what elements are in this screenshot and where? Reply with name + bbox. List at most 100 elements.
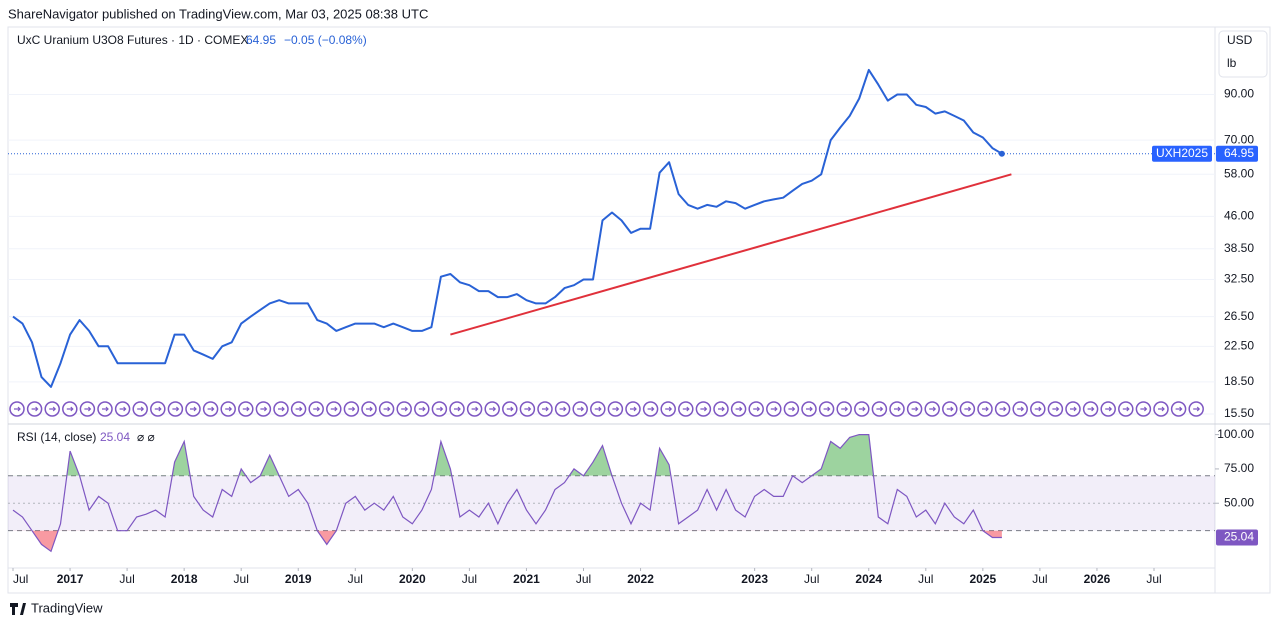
x-tick-label: Jul xyxy=(234,572,249,586)
event-arrow xyxy=(1158,406,1165,412)
last-point xyxy=(998,150,1005,157)
y-tick-label: 32.50 xyxy=(1224,272,1254,286)
x-tick-label: 2019 xyxy=(285,572,312,586)
symbol-title: UxC Uranium U3O8 Futures · 1D · COMEX xyxy=(17,33,248,47)
rsi-tag: 25.04 xyxy=(1224,530,1254,544)
event-arrow xyxy=(506,406,514,412)
y-tick-label: 58.00 xyxy=(1224,166,1254,180)
price-change: −0.05 (−0.08%) xyxy=(284,33,367,47)
x-tick-label: 2018 xyxy=(171,572,198,586)
x-tick-label: Jul xyxy=(348,572,363,586)
event-arrow xyxy=(1087,406,1095,412)
event-arrow xyxy=(330,406,338,412)
rsi-line xyxy=(12,434,1002,553)
event-arrow xyxy=(946,406,954,412)
event-arrow xyxy=(630,406,637,412)
event-arrow xyxy=(806,406,813,412)
x-tick-label: 2020 xyxy=(399,572,426,586)
x-tick-label: 2026 xyxy=(1084,572,1111,586)
event-arrow xyxy=(894,406,901,412)
rsi-title: RSI (14, close) xyxy=(17,430,96,444)
y-tick-label: 100.00 xyxy=(1217,427,1254,441)
event-arrow xyxy=(999,406,1007,412)
event-arrow xyxy=(436,406,444,412)
publisher-line: ShareNavigator published on TradingView.… xyxy=(8,6,428,21)
y-tick-label: 90.00 xyxy=(1224,87,1254,101)
event-arrow xyxy=(207,406,215,412)
currency: USD xyxy=(1227,33,1253,47)
rsi-last: 25.04 xyxy=(100,430,130,444)
event-arrow xyxy=(84,406,92,412)
event-arrow xyxy=(31,406,39,412)
event-arrow xyxy=(489,406,497,412)
x-tick-label: Jul xyxy=(13,572,28,586)
event-arrow xyxy=(66,406,74,412)
event-arrow xyxy=(612,406,620,412)
event-arrow xyxy=(454,406,461,412)
event-arrow xyxy=(401,406,409,412)
event-arrow xyxy=(295,406,303,412)
x-tick-label: 2024 xyxy=(855,572,882,586)
event-arrow xyxy=(366,406,373,412)
event-arrow xyxy=(700,406,708,412)
brand: TradingView xyxy=(31,600,103,615)
event-arrow xyxy=(876,406,884,412)
event-arrow xyxy=(665,406,673,412)
y-tick-label: 46.00 xyxy=(1224,209,1254,223)
x-tick-label: Jul xyxy=(804,572,819,586)
x-tick-label: 2023 xyxy=(741,572,768,586)
event-arrow xyxy=(964,406,972,412)
event-arrow xyxy=(524,406,532,412)
event-arrow xyxy=(14,406,21,412)
event-arrow xyxy=(1122,406,1130,412)
y-tick-label: 22.50 xyxy=(1224,339,1254,353)
event-arrow xyxy=(858,406,866,412)
event-arrow xyxy=(911,406,919,412)
x-tick-label: Jul xyxy=(1146,572,1161,586)
event-arrow xyxy=(929,406,937,412)
rsi-plot xyxy=(8,434,1215,553)
event-arrow xyxy=(383,406,391,412)
price-line xyxy=(12,68,1003,388)
event-arrow xyxy=(242,406,250,412)
event-arrow xyxy=(753,406,761,412)
event-arrow xyxy=(225,406,233,412)
rsi-icons: ⌀ ⌀ xyxy=(137,430,155,444)
event-arrow xyxy=(1070,406,1077,412)
event-arrow xyxy=(788,406,796,412)
x-tick-label: Jul xyxy=(1032,572,1047,586)
event-arrow xyxy=(594,406,602,412)
event-arrow xyxy=(559,406,567,412)
event-arrow xyxy=(1175,406,1183,412)
y-tick-label: 15.50 xyxy=(1224,406,1254,420)
price-plot xyxy=(9,68,1204,417)
x-tick-label: Jul xyxy=(576,572,591,586)
event-arrow xyxy=(577,406,585,412)
price-tag: 64.95 xyxy=(1224,146,1254,160)
y-tick-label: 26.50 xyxy=(1224,309,1254,323)
event-arrow xyxy=(542,406,549,412)
event-arrow xyxy=(102,406,109,412)
event-arrow xyxy=(348,406,356,412)
chart-frame xyxy=(7,26,1271,594)
event-arrow xyxy=(119,406,127,412)
x-tick-label: 2022 xyxy=(627,572,654,586)
event-arrow xyxy=(823,406,831,412)
event-arrow xyxy=(982,406,989,412)
event-arrow xyxy=(137,406,145,412)
event-arrow xyxy=(1034,406,1042,412)
price-tag-bg xyxy=(1216,145,1258,162)
x-tick-label: Jul xyxy=(462,572,477,586)
y-tick-label: 75.00 xyxy=(1224,461,1254,475)
rsi-tag-bg xyxy=(1216,529,1258,546)
unit: lb xyxy=(1227,56,1237,70)
symbol-tag: UXH2025 xyxy=(1156,146,1208,160)
event-arrow xyxy=(1140,406,1148,412)
event-arrow xyxy=(49,406,57,412)
tradingview-logo: TradingView xyxy=(10,600,103,615)
currency-box[interactable] xyxy=(1218,30,1268,78)
event-arrow xyxy=(682,406,690,412)
event-arrow xyxy=(841,406,849,412)
